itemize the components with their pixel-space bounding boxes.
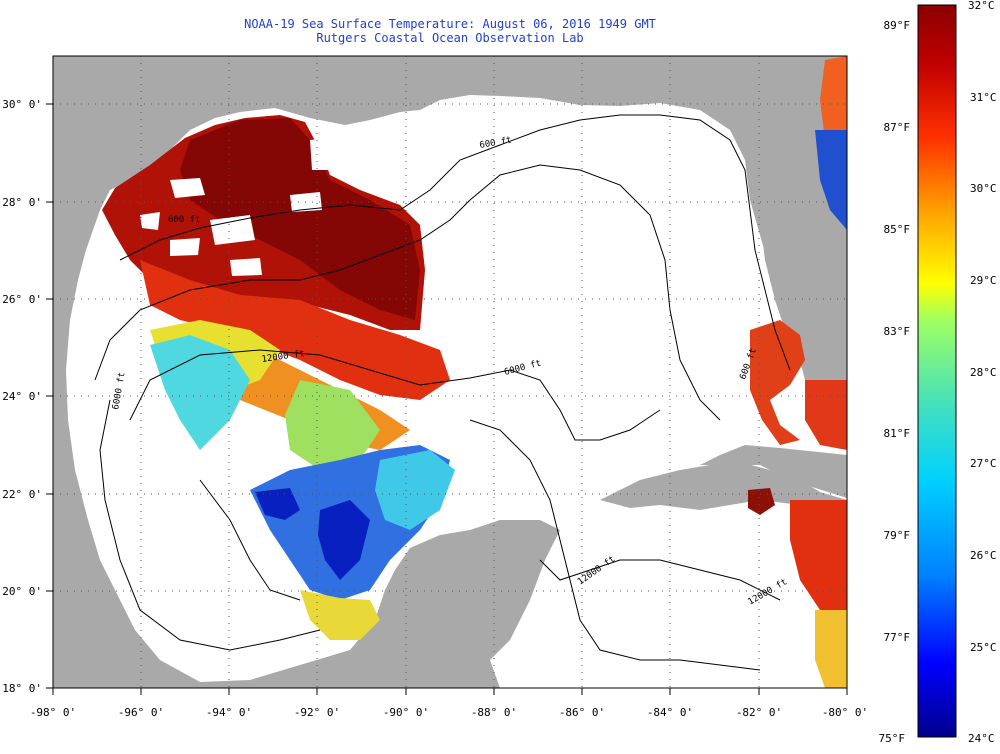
fahrenheit-label: 83°F [884,325,911,338]
lat-tick-label: 30° 0' [2,98,42,111]
contour-label: 600 ft [168,215,201,225]
celsius-label: 28°C [970,366,997,379]
colorbar-gradient [917,4,957,738]
lon-tick-label: -86° 0' [559,706,605,719]
lon-tick-label: -82° 0' [736,706,782,719]
fahrenheit-label: 77°F [884,631,911,644]
graticule [53,56,847,688]
sst-patch-cyan [150,335,250,450]
lon-tick-label: -90° 0' [383,706,429,719]
map-title: NOAA-19 Sea Surface Temperature: August … [244,17,656,31]
latitude-labels: 18° 0' 20° 0' 22° 0' 24° 0' 26° 0' 28° 0… [2,98,42,695]
sst-patch-campeche-yellow [300,590,380,640]
cuba-land [600,462,847,510]
longitude-labels: -98° 0' -96° 0' -94° 0' -92° 0' -90° 0' … [30,706,868,719]
celsius-label: 25°C [970,641,997,654]
sst-data-layer [102,56,847,688]
sst-patch-caribbean-yellow [815,610,847,688]
lon-tick-label: -94° 0' [206,706,252,719]
lon-tick-label: -88° 0' [471,706,517,719]
sst-patch-campeche-deep [255,488,370,580]
axis-ticks [46,103,848,695]
sst-patch-florida-blue [815,130,847,230]
celsius-label: 24°C [968,732,995,745]
fahrenheit-label: 75°F [879,732,906,745]
fahrenheit-label: 85°F [884,223,911,236]
lon-tick-label: -96° 0' [118,706,164,719]
lon-tick-label: -80° 0' [822,706,868,719]
celsius-label: 30°C [970,182,997,195]
lat-tick-label: 28° 0' [2,196,42,209]
contour-6000ft [94,164,721,421]
lat-tick-label: 20° 0' [2,585,42,598]
sst-patch-green [285,380,380,470]
contour-12000ft [129,349,661,441]
sst-patch-caribbean-dark [748,488,775,515]
celsius-label: 32°C [968,0,995,12]
celsius-label: 27°C [970,457,997,470]
sst-patch-red-mid [140,260,450,400]
contour-600ft-shelf [119,114,791,371]
contour-6000ft-west [99,399,321,651]
contour-12000ft-south [199,479,781,601]
contour-yucatan-shelf [469,419,761,671]
lat-tick-label: 22° 0' [2,488,42,501]
cloud-spots [140,138,340,276]
fahrenheit-label: 79°F [884,529,911,542]
map-area: 600 ft 600 ft 600 ft 12000 ft 6000 ft 12… [53,56,847,688]
celsius-label: 26°C [970,549,997,562]
celsius-label: 29°C [970,274,997,287]
sst-patch-florida-east [805,380,847,450]
sst-patch-florida-keys [750,320,805,445]
sst-patch-campeche-cyan [375,450,455,530]
lon-tick-label: -92° 0' [294,706,340,719]
sst-patch-caribbean [790,500,847,620]
bathymetry-contours [94,114,791,671]
colorbar-celsius-labels: 32°C 31°C 30°C 29°C 28°C 27°C 26°C 25°C … [968,0,997,745]
colorbar: 32°C 31°C 30°C 29°C 28°C 27°C 26°C 25°C … [879,0,997,745]
sst-patch-northwest-core [180,118,420,320]
lon-tick-label: -84° 0' [647,706,693,719]
fahrenheit-label: 87°F [884,121,911,134]
map-frame [52,55,848,689]
lon-tick-label: -98° 0' [30,706,76,719]
celsius-label: 31°C [970,91,997,104]
lat-tick-label: 26° 0' [2,293,42,306]
lat-tick-label: 24° 0' [2,390,42,403]
map-subtitle: Rutgers Coastal Ocean Observation Lab [316,31,584,45]
fahrenheit-label: 89°F [884,19,911,32]
fahrenheit-label: 81°F [884,427,911,440]
colorbar-fahrenheit-labels: 89°F 87°F 85°F 83°F 81°F 79°F 77°F 75°F [879,19,911,745]
lat-tick-label: 18° 0' [2,682,42,695]
